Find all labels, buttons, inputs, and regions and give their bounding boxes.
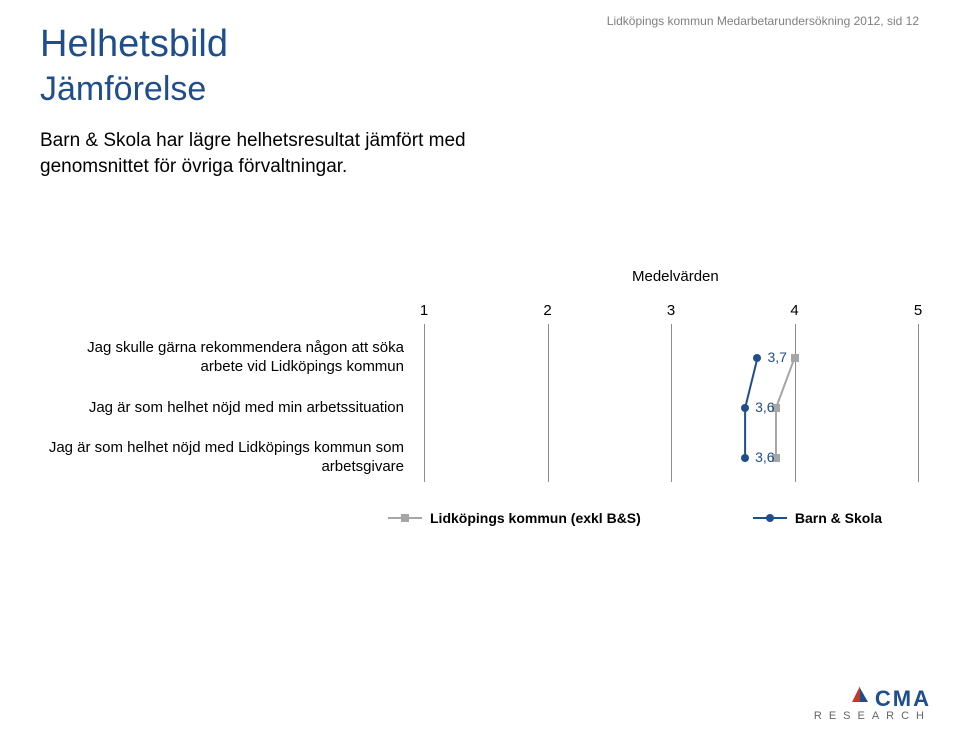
page-title: Helhetsbild (40, 24, 228, 66)
value-label: 3,6 (755, 449, 774, 465)
category-label: Jag skulle gärna rekommendera någon att … (44, 339, 404, 377)
value-label: 3,6 (755, 399, 774, 415)
category-label: Jag är som helhet nöjd med min arbetssit… (44, 399, 404, 418)
logo-text-top: CMA (814, 684, 931, 712)
plot-area: 123453,73,63,6 (424, 302, 918, 492)
value-label: 3,7 (767, 349, 786, 365)
legend-label: Barn & Skola (795, 510, 882, 526)
page: Lidköpings kommun Medarbetarundersökning… (0, 0, 959, 740)
marker-series_b (741, 454, 749, 462)
legend-swatch (753, 512, 787, 524)
legend-label: Lidköpings kommun (exkl B&S) (430, 510, 641, 526)
gridline (548, 324, 549, 482)
legend-item: Barn & Skola (753, 510, 882, 526)
gridline (424, 324, 425, 482)
sail-blue-path (860, 688, 868, 702)
legend: Lidköpings kommun (exkl B&S) Barn & Skola (388, 510, 882, 526)
x-tick: 1 (414, 302, 434, 319)
legend-item: Lidköpings kommun (exkl B&S) (388, 510, 641, 526)
header-note: Lidköpings kommun Medarbetarundersökning… (607, 14, 919, 28)
sail-red-path (852, 686, 860, 702)
legend-marker-icon (401, 514, 409, 522)
x-tick: 3 (661, 302, 681, 319)
legend-marker-icon (766, 514, 774, 522)
marker-series_b (753, 354, 761, 362)
marker-series_a (791, 354, 799, 362)
logo-sail-icon (849, 684, 871, 712)
y-axis-labels: Jag skulle gärna rekommendera någon att … (38, 302, 414, 492)
logo-text-bottom: RESEARCH (814, 710, 931, 722)
chart-title: Medelvärden (632, 268, 719, 285)
gridline (671, 324, 672, 482)
page-subtitle: Jämförelse (40, 70, 206, 109)
category-label: Jag är som helhet nöjd med Lidköpings ko… (44, 439, 404, 477)
intro-paragraph: Barn & Skola har lägre helhetsresultat j… (40, 128, 480, 179)
x-tick: 2 (538, 302, 558, 319)
x-tick: 4 (785, 302, 805, 319)
comparison-chart: Jag skulle gärna rekommendera någon att … (38, 302, 918, 492)
marker-series_b (741, 404, 749, 412)
gridline (918, 324, 919, 482)
legend-swatch (388, 512, 422, 524)
logo-cma-text: CMA (875, 686, 931, 711)
x-tick: 5 (908, 302, 928, 319)
gridline (795, 324, 796, 482)
cma-logo: CMA RESEARCH (814, 684, 931, 722)
